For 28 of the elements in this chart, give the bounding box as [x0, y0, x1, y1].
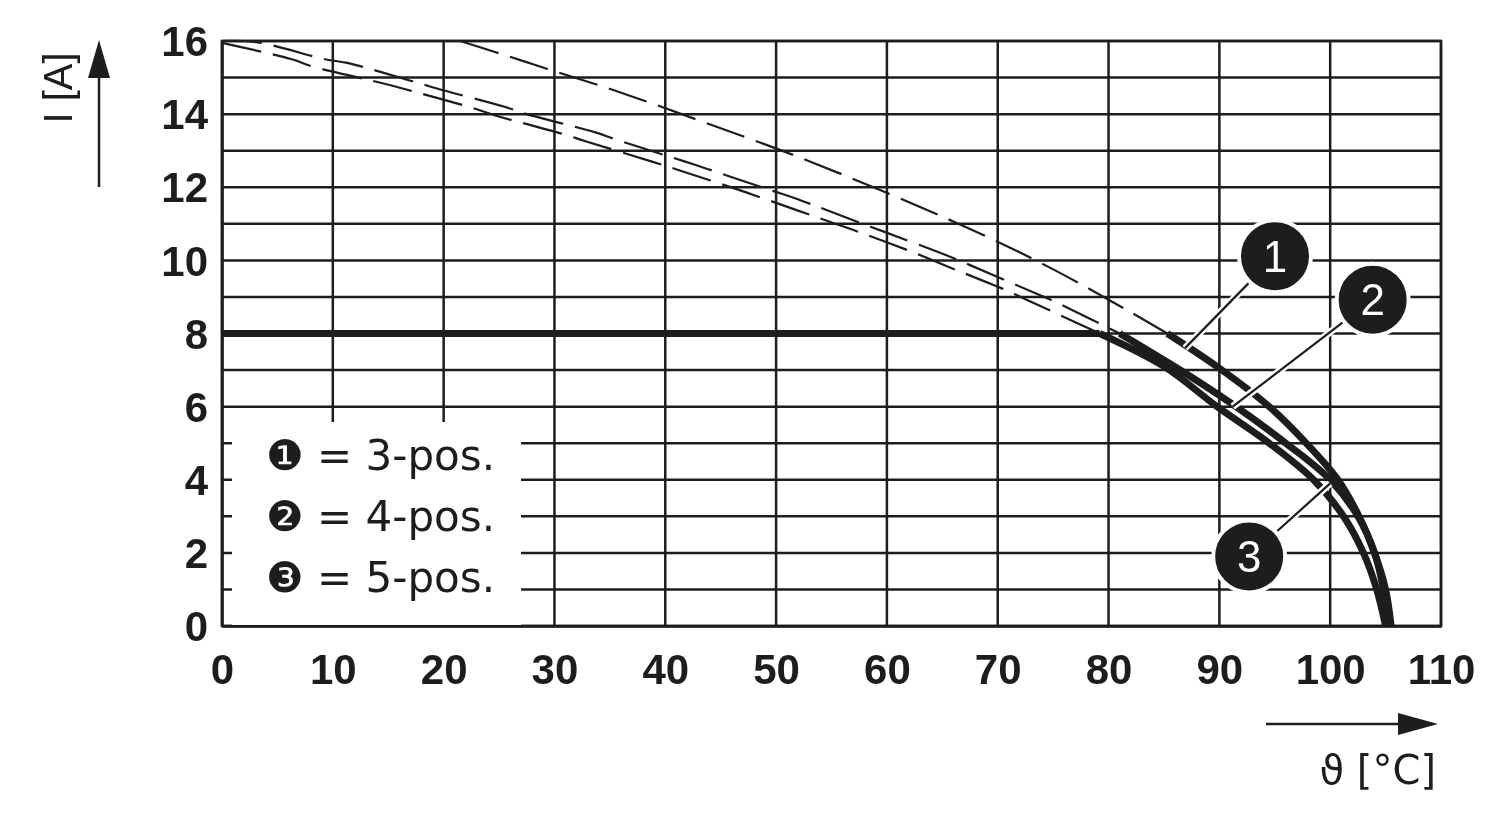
annotation: ❶ = 3-pos. — [266, 431, 496, 480]
annotation: 2 — [1360, 275, 1385, 325]
x-tick-label: 30 — [531, 645, 579, 693]
y-tick-label: 4 — [184, 456, 209, 504]
y-tick-label: 16 — [161, 18, 208, 66]
y-tick-label: 0 — [184, 603, 208, 651]
annotation: ❸ = 5-pos. — [266, 553, 496, 602]
annotation: 3 — [1236, 532, 1262, 582]
x-tick-label: 70 — [974, 645, 1022, 693]
x-tick-label: 40 — [642, 645, 690, 693]
annotation: ❷ = 4-pos. — [266, 492, 496, 541]
y-tick-label: 12 — [161, 164, 208, 212]
x-tick-label: 90 — [1196, 645, 1244, 693]
x-tick-label: 60 — [864, 645, 911, 693]
x-tick-label: 50 — [753, 645, 800, 693]
x-tick-label: 100 — [1295, 645, 1366, 693]
x-tick-label: 110 — [1407, 645, 1476, 693]
y-tick-label: 2 — [184, 530, 208, 578]
x-tick-label: 20 — [420, 645, 468, 693]
y-tick-label: 8 — [184, 310, 208, 358]
annotation: 1 — [1262, 231, 1288, 281]
y-tick-label: 10 — [161, 237, 208, 285]
y-tick-label: 14 — [161, 91, 209, 139]
x-tick-label: 10 — [309, 645, 357, 693]
y-tick-label: 6 — [184, 383, 208, 431]
x-tick-label: 80 — [1085, 645, 1133, 693]
x-axis-title: ϑ [°C] — [1319, 747, 1436, 793]
y-axis-title: I [A] — [36, 52, 80, 124]
